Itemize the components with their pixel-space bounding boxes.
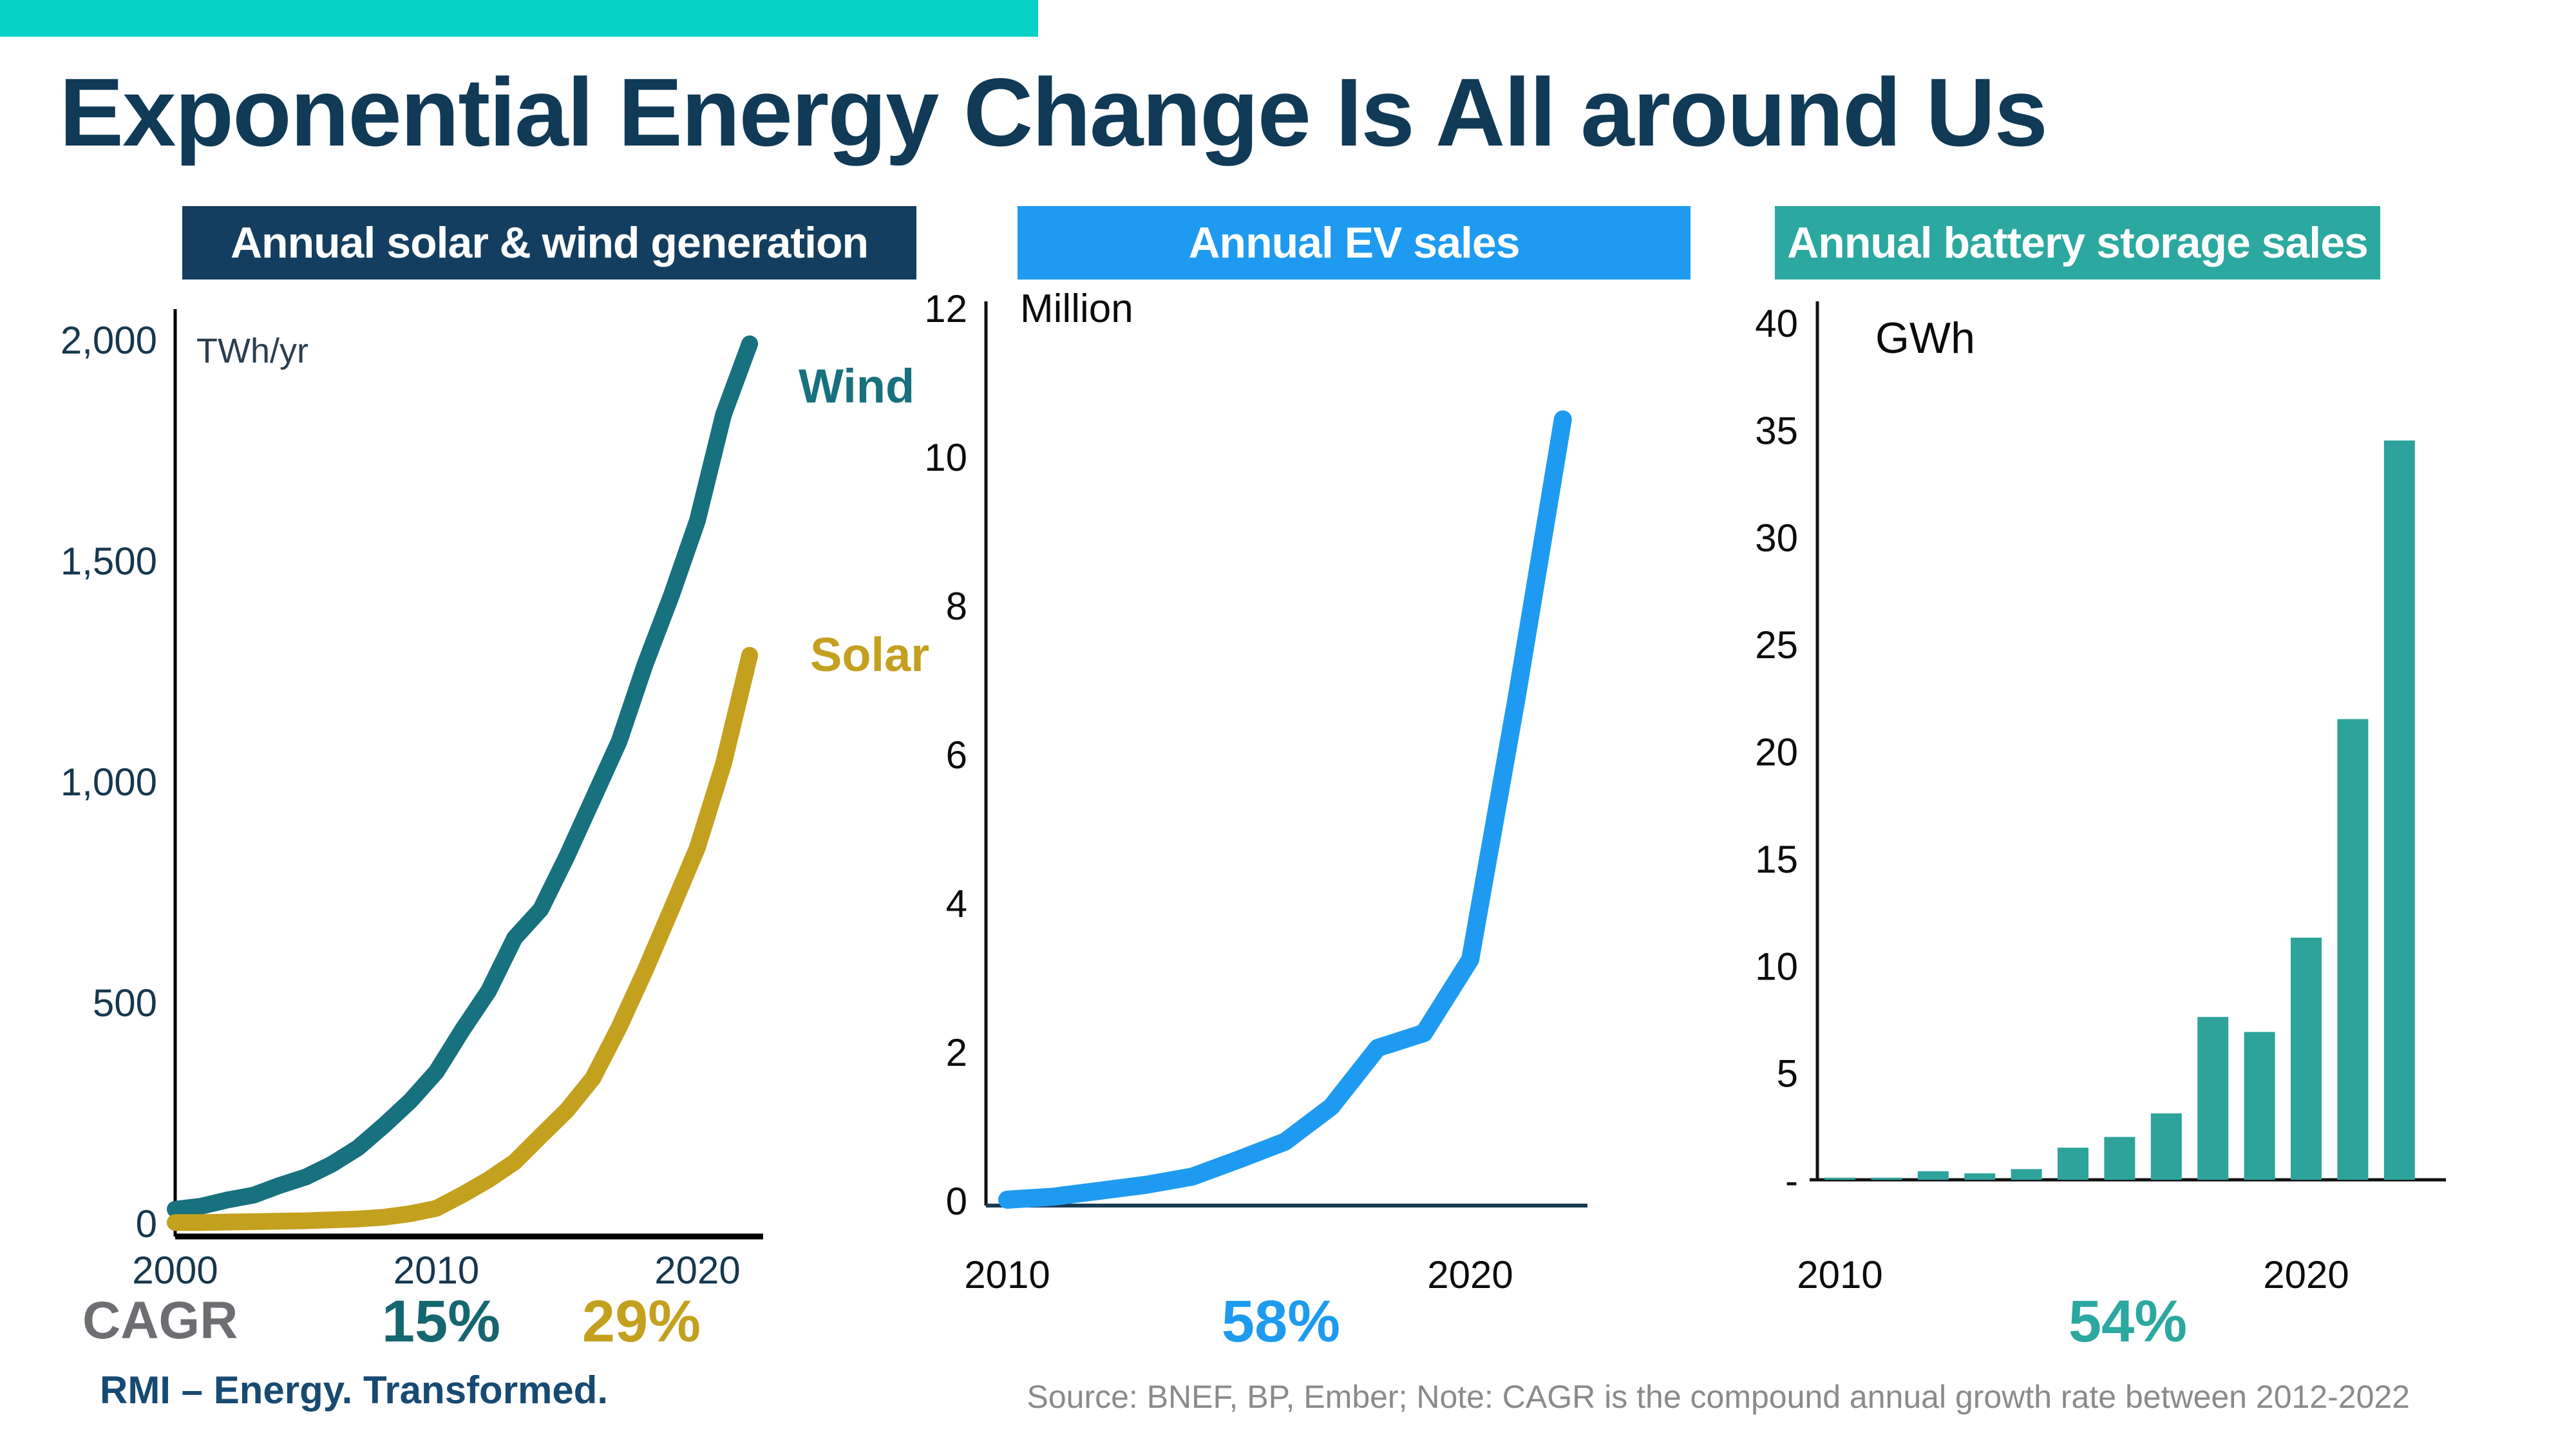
y-tick-label: 2,000 (61, 319, 157, 362)
x-tick-label: 2020 (2263, 1253, 2349, 1296)
bar-2022 (2383, 440, 2415, 1180)
y-axis-unit-label: GWh (1875, 314, 1975, 363)
wind-line (167, 335, 759, 1218)
x-tick-label: 2000 (132, 1249, 218, 1292)
x-tick-label: 2010 (964, 1253, 1050, 1296)
accent-bar (0, 0, 1038, 37)
bar-2010 (1824, 1177, 1855, 1180)
bar-2018 (2197, 1017, 2229, 1180)
y-tick-label: 0 (946, 1180, 967, 1223)
cagr-value-battery: 54% (2068, 1289, 2188, 1354)
cagr-value-solar: 29% (582, 1289, 701, 1354)
y-tick-label: 40 (1755, 302, 1798, 345)
y-axis-unit-label: TWh/yr (196, 332, 308, 370)
x-tick-label: 2020 (1427, 1253, 1513, 1296)
bar-2012 (1917, 1171, 1949, 1180)
y-tick-label: 30 (1755, 516, 1798, 560)
y-tick-label: 12 (924, 287, 967, 330)
x-tick-label: 2010 (393, 1249, 479, 1292)
brand-footer: RMI – Energy. Transformed. (100, 1368, 609, 1412)
y-tick-label: 10 (924, 436, 967, 479)
solar-line (167, 647, 759, 1231)
y-tick-label: 10 (1755, 945, 1798, 988)
y-tick-label: 4 (946, 882, 967, 925)
chart-header-battery-storage: Annual battery storage sales (1775, 206, 2380, 279)
y-tick-label: 1,000 (61, 761, 157, 804)
y-tick-label: 2 (946, 1031, 967, 1074)
ev-sales-line (998, 410, 1572, 1209)
y-tick-label: 0 (136, 1202, 157, 1245)
solar-series-label: Solar (810, 628, 929, 681)
cagr-value-ev: 58% (1221, 1289, 1341, 1354)
bar-2015 (2058, 1148, 2088, 1180)
y-tick-label: 5 (1777, 1052, 1798, 1095)
y-tick-label: 25 (1755, 623, 1798, 667)
y-axis-unit-label: Million (1020, 287, 1133, 331)
source-note: Source: BNEF, BP, Ember; Note: CAGR is t… (1027, 1379, 2410, 1415)
wind-series-label: Wind (799, 359, 914, 413)
cagr-row-label: CAGR (82, 1291, 238, 1350)
x-tick-label: 2020 (654, 1249, 740, 1292)
x-tick-label: 2010 (1797, 1253, 1882, 1296)
cagr-value-wind: 15% (381, 1289, 501, 1354)
bar-2016 (2104, 1137, 2136, 1180)
bar-2014 (2011, 1169, 2042, 1180)
y-tick-label: 20 (1755, 731, 1798, 774)
bar-2011 (1871, 1177, 1902, 1180)
bar-2020 (2291, 937, 2322, 1180)
y-tick-label: 1,500 (61, 540, 157, 583)
y-tick-label: 8 (946, 585, 967, 628)
page-title: Exponential Energy Change Is All around … (59, 58, 2048, 166)
bar-2013 (1964, 1173, 1996, 1180)
y-tick-label: 35 (1755, 409, 1798, 452)
chart-header-solar-wind: Annual solar & wind generation (182, 206, 916, 279)
y-tick-label: 6 (946, 734, 967, 777)
bar-2021 (2337, 719, 2369, 1180)
y-tick-label: 15 (1755, 838, 1798, 881)
y-tick-label: 500 (93, 981, 157, 1025)
y-tick-label: - (1785, 1159, 1798, 1202)
bar-2017 (2150, 1113, 2182, 1180)
bar-2019 (2244, 1032, 2275, 1180)
chart-header-ev-sales: Annual EV sales (1018, 206, 1690, 279)
